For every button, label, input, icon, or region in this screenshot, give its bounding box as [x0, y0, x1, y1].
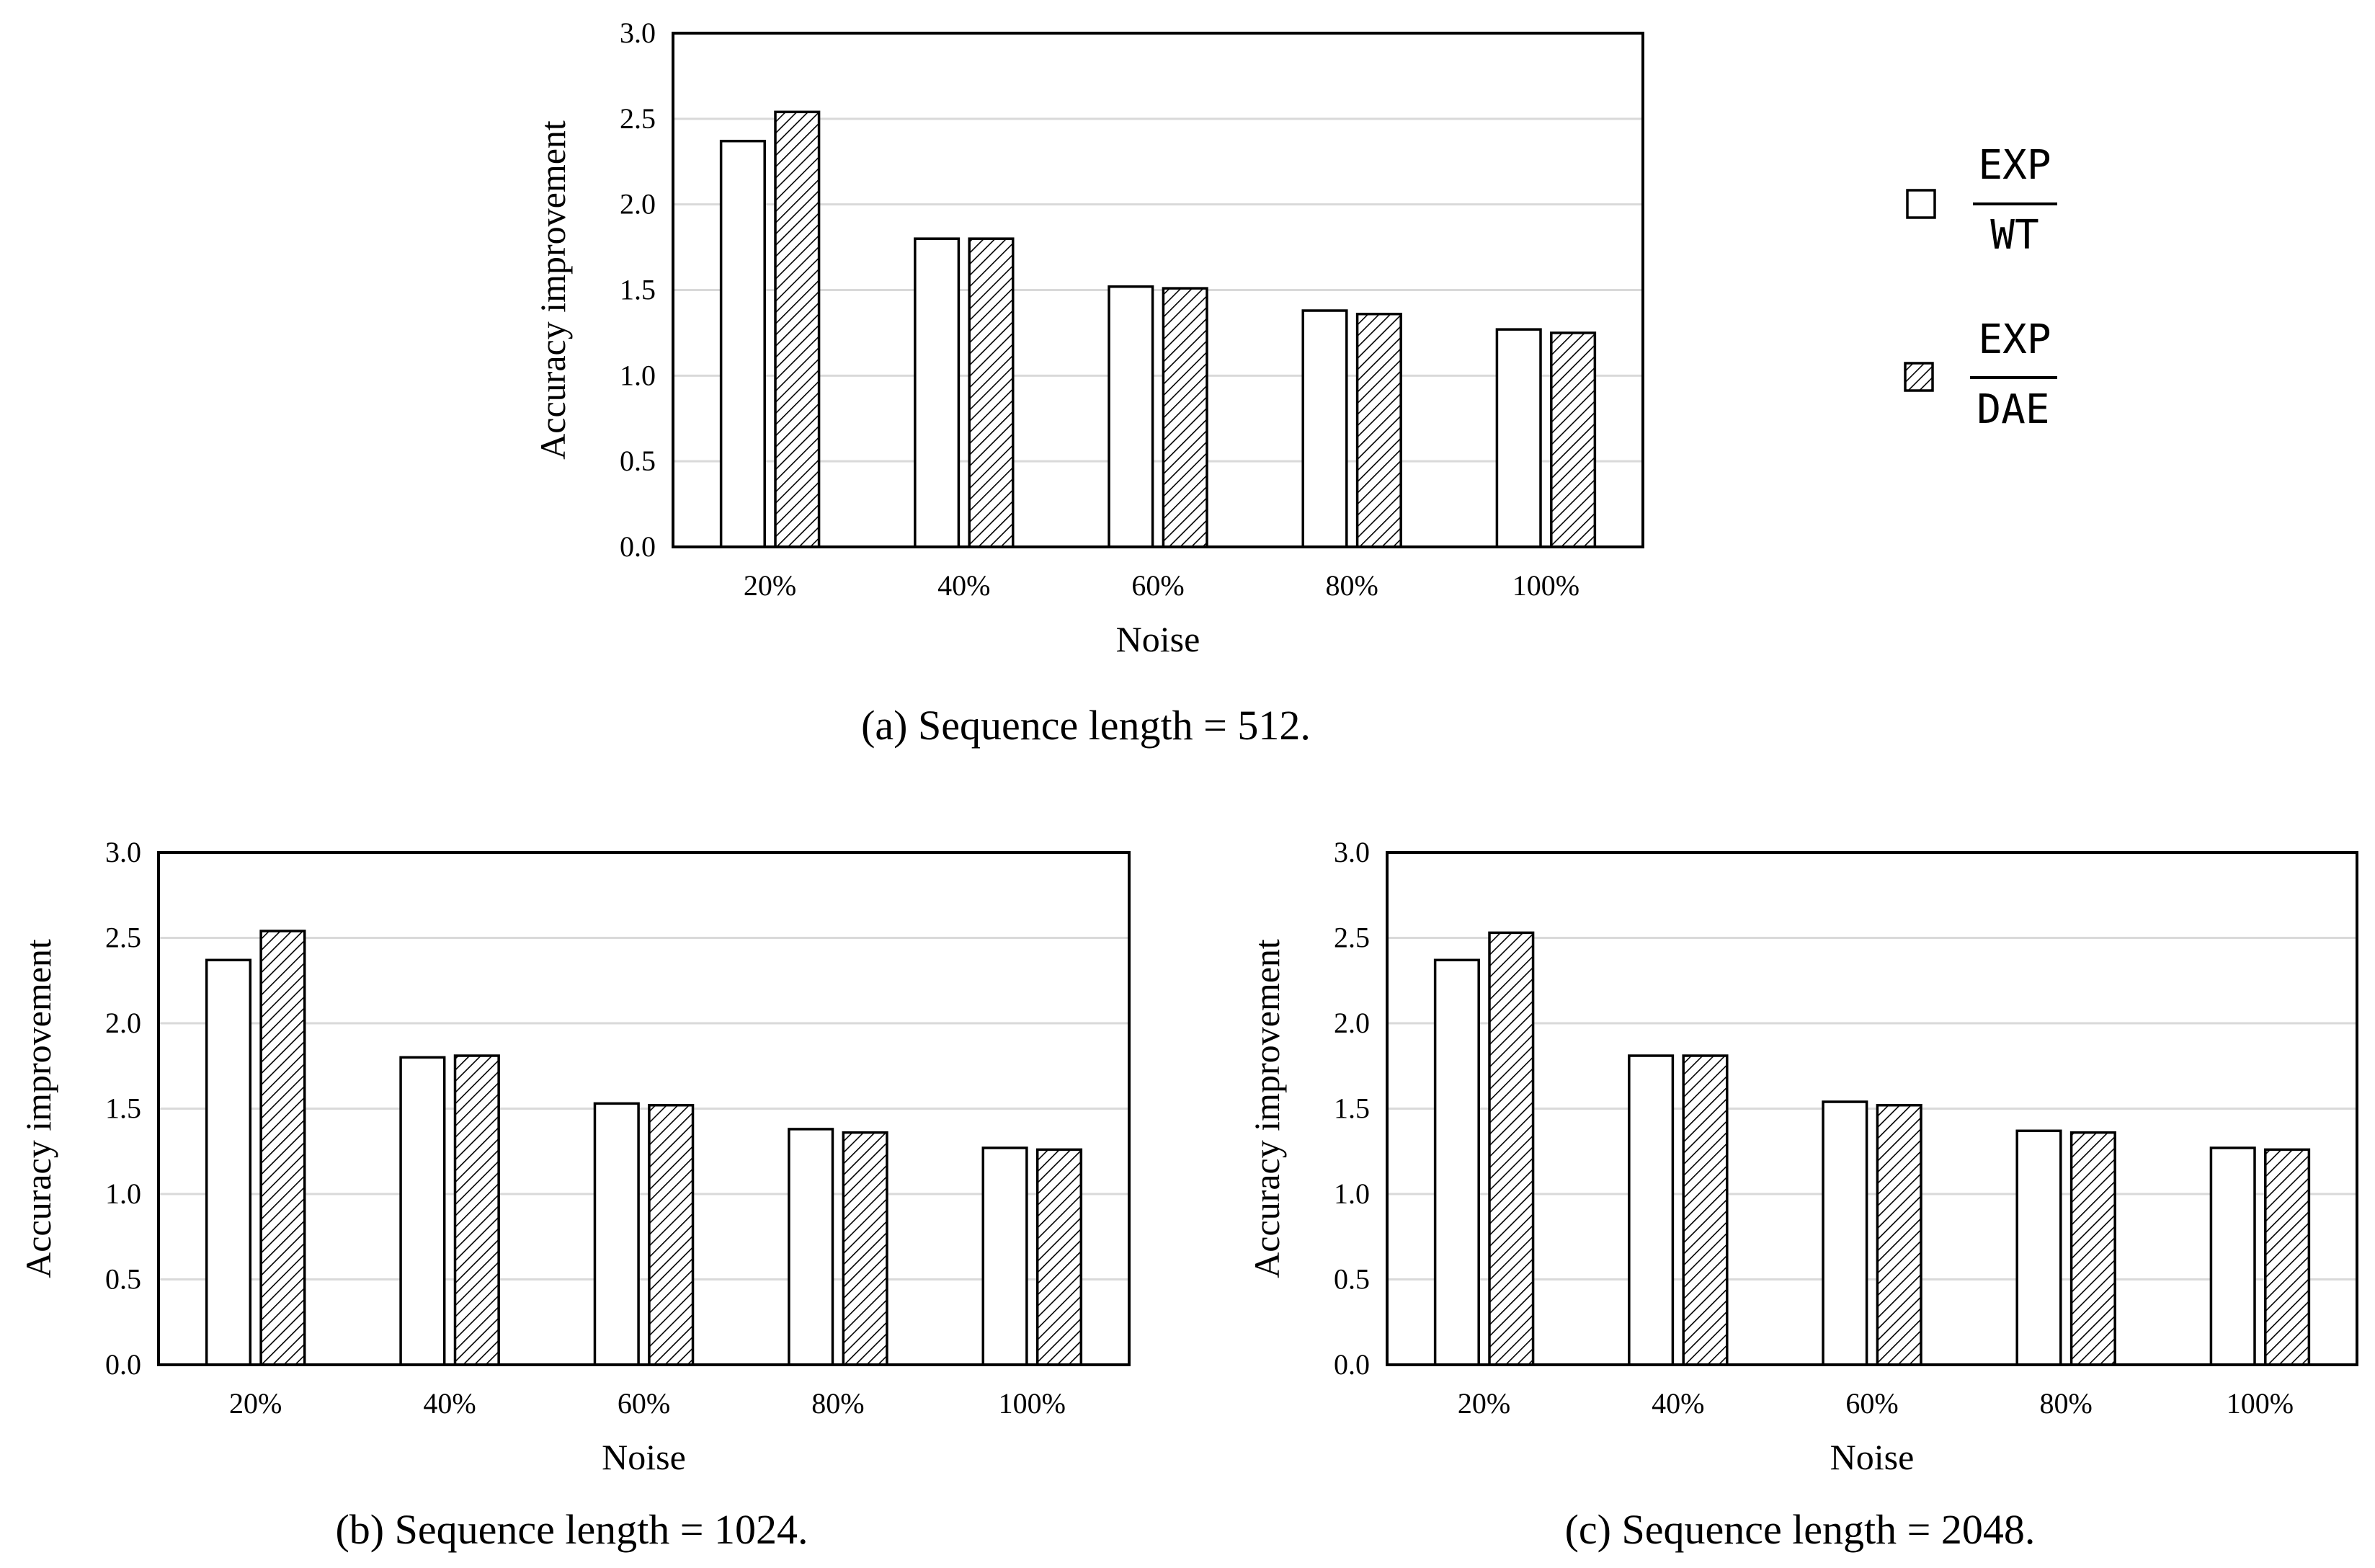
bar-exp-wt [1301, 309, 1348, 548]
x-tick-label: 80% [1326, 569, 1378, 602]
bar-exp-dae [968, 237, 1015, 548]
legend-swatch-hatched [1904, 362, 1934, 392]
y-tick-label: 2.0 [1334, 1007, 1370, 1039]
y-tick-label: 1.5 [1334, 1092, 1370, 1125]
bar-exp-dae [1162, 287, 1208, 548]
y-tick-label: 1.0 [620, 359, 656, 391]
x-tick-label: 80% [811, 1387, 864, 1420]
legend: EXP WT EXP DAE [1904, 142, 2057, 433]
bar-exp-wt [1822, 1100, 1868, 1366]
y-axis-title: Accuracy improvement [18, 939, 58, 1278]
bar-exp-dae [1488, 931, 1535, 1366]
y-tick-label: 2.5 [1334, 922, 1370, 954]
chart-caption: (b) Sequence length = 1024. [335, 1506, 808, 1553]
legend-numerator: EXP [1978, 142, 2051, 189]
x-axis-title: Noise [1116, 619, 1200, 659]
bar-exp-dae [259, 930, 306, 1366]
y-tick-label: 2.5 [105, 922, 141, 954]
bar-exp-dae [648, 1104, 695, 1366]
bar-exp-wt [2015, 1129, 2062, 1366]
x-tick-label: 100% [2227, 1387, 2294, 1420]
chart-panel-b: 0.0 0.5 1.0 1.5 2.0 2.5 3.0 20% 40% 60% 80% 100% Noi… [18, 836, 1131, 1553]
legend-denominator: DAE [1977, 386, 2049, 433]
y-axis-title: Accuracy improvement [1247, 939, 1287, 1278]
x-tick-label: 100% [999, 1387, 1066, 1420]
chart-caption: (a) Sequence length = 512. [861, 702, 1311, 749]
plot-frame [672, 32, 1644, 548]
bar-exp-dae [1682, 1054, 1729, 1366]
bar-exp-dae [774, 110, 821, 548]
y-tick-label: 3.0 [1334, 836, 1370, 868]
bar-exp-wt [981, 1146, 1028, 1366]
y-tick-label: 1.0 [1334, 1177, 1370, 1210]
legend-swatch-white [1906, 189, 1936, 219]
x-tick-label: 40% [937, 569, 990, 602]
bar-exp-wt [914, 237, 961, 548]
y-tick-label: 1.5 [105, 1092, 141, 1125]
y-tick-label: 0.0 [620, 530, 656, 563]
y-tick-label: 0.5 [1334, 1263, 1370, 1296]
bar-exp-dae [2264, 1148, 2311, 1366]
y-tick-label: 1.0 [105, 1177, 141, 1210]
bar-exp-wt [1433, 958, 1480, 1366]
y-tick-label: 0.5 [105, 1263, 141, 1296]
y-tick-label: 2.5 [620, 102, 656, 135]
bar-exp-wt [205, 958, 252, 1366]
x-tick-label: 20% [229, 1387, 282, 1420]
x-tick-label: 60% [618, 1387, 670, 1420]
bar-exp-dae [2069, 1131, 2116, 1366]
bar-exp-dae [453, 1054, 500, 1366]
plot-frame [157, 851, 1131, 1366]
legend-entry-exp-dae: EXP DAE [1904, 316, 2057, 433]
legend-numerator: EXP [1978, 316, 2051, 363]
x-tick-label: 100% [1512, 569, 1579, 602]
bar-exp-dae [1355, 313, 1402, 548]
y-tick-label: 2.0 [105, 1007, 141, 1039]
y-tick-label: 0.5 [620, 445, 656, 477]
plot-frame [1386, 851, 2358, 1366]
legend-entry-exp-wt: EXP WT [1906, 142, 2057, 259]
y-tick-label: 3.0 [620, 17, 656, 49]
bar-exp-wt [1108, 285, 1154, 548]
x-tick-label: 40% [1652, 1387, 1704, 1420]
y-tick-label: 0.0 [105, 1348, 141, 1381]
x-tick-label: 20% [744, 569, 796, 602]
y-tick-label: 0.0 [1334, 1348, 1370, 1381]
bar-exp-wt [593, 1102, 640, 1366]
x-tick-label: 20% [1458, 1387, 1510, 1420]
bar-exp-wt [399, 1056, 446, 1366]
y-tick-label: 3.0 [105, 836, 141, 868]
x-axis-title: Noise [1830, 1437, 1915, 1477]
bar-exp-dae [842, 1131, 888, 1366]
bar-exp-wt [1628, 1054, 1675, 1366]
chart-panel-a: 0.0 0.5 1.0 1.5 2.0 2.5 3.0 20% 40% 60% 80% 100% Noi… [533, 17, 1644, 749]
y-tick-label: 1.5 [620, 274, 656, 306]
bar-exp-wt [1495, 328, 1542, 548]
bar-exp-wt [788, 1128, 834, 1366]
bar-exp-dae [1035, 1148, 1083, 1366]
x-tick-label: 80% [2040, 1387, 2093, 1420]
chart-caption: (c) Sequence length = 2048. [1565, 1506, 2036, 1553]
chart-panel-c: 0.0 0.5 1.0 1.5 2.0 2.5 3.0 20% 40% 60% 80% 100% Noi… [1247, 836, 2358, 1553]
x-tick-label: 60% [1131, 569, 1184, 602]
legend-denominator: WT [1990, 212, 2038, 259]
bar-exp-wt [2209, 1146, 2256, 1366]
y-tick-label: 2.0 [620, 188, 656, 220]
y-axis-title: Accuracy improvement [533, 120, 573, 460]
bar-exp-dae [1876, 1104, 1922, 1366]
x-tick-label: 40% [423, 1387, 476, 1420]
bar-exp-wt [719, 139, 766, 548]
x-tick-label: 60% [1845, 1387, 1898, 1420]
x-axis-title: Noise [602, 1437, 686, 1477]
bar-exp-dae [1550, 331, 1597, 548]
